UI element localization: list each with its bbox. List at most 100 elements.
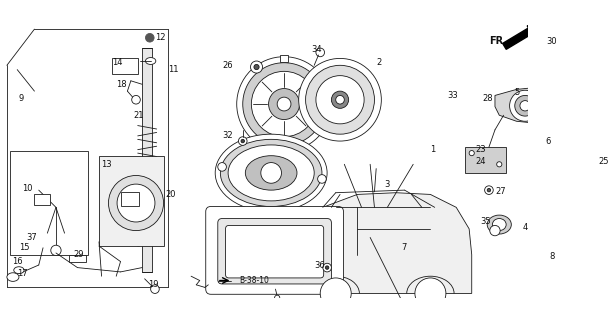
Circle shape: [251, 61, 262, 73]
Bar: [142, 48, 153, 272]
Circle shape: [151, 285, 159, 293]
Text: 25: 25: [598, 157, 609, 166]
Text: 6: 6: [545, 137, 550, 146]
Text: FR.: FR.: [489, 36, 507, 46]
Circle shape: [254, 64, 259, 70]
Bar: [112, 59, 138, 74]
Bar: [10, 151, 88, 255]
Ellipse shape: [220, 139, 322, 206]
Circle shape: [238, 137, 247, 145]
Text: 24: 24: [475, 157, 485, 166]
Circle shape: [306, 65, 375, 134]
Text: 27: 27: [496, 187, 506, 196]
Text: 34: 34: [311, 45, 322, 54]
Text: 3: 3: [385, 180, 390, 188]
Circle shape: [415, 278, 446, 309]
Circle shape: [535, 51, 538, 54]
Text: 35: 35: [481, 218, 491, 227]
Circle shape: [318, 175, 326, 183]
Circle shape: [600, 170, 611, 181]
Circle shape: [469, 150, 474, 156]
Text: 11: 11: [168, 65, 178, 74]
Text: 32: 32: [222, 132, 233, 140]
Circle shape: [299, 59, 381, 141]
Circle shape: [603, 174, 607, 177]
Ellipse shape: [487, 215, 511, 234]
Bar: [121, 192, 139, 206]
Polygon shape: [495, 87, 573, 124]
Circle shape: [589, 156, 592, 160]
FancyBboxPatch shape: [206, 206, 343, 294]
Circle shape: [332, 91, 349, 108]
Text: 13: 13: [102, 160, 112, 169]
Text: 33: 33: [447, 91, 459, 100]
Text: 36: 36: [314, 261, 325, 270]
Circle shape: [598, 132, 607, 140]
Circle shape: [237, 57, 332, 151]
Ellipse shape: [228, 145, 314, 201]
Text: 4: 4: [522, 223, 528, 232]
Polygon shape: [292, 193, 472, 293]
Ellipse shape: [7, 273, 19, 281]
Circle shape: [532, 48, 541, 57]
Circle shape: [145, 34, 154, 42]
Circle shape: [558, 133, 569, 144]
Circle shape: [251, 71, 317, 137]
Bar: [465, 147, 506, 173]
FancyBboxPatch shape: [226, 225, 324, 278]
Text: 19: 19: [148, 280, 159, 289]
Text: 17: 17: [17, 269, 28, 278]
Text: 28: 28: [482, 93, 493, 102]
Circle shape: [515, 95, 535, 116]
Bar: [280, 55, 288, 62]
Circle shape: [490, 225, 500, 236]
Circle shape: [241, 139, 245, 143]
Circle shape: [275, 295, 280, 300]
Circle shape: [585, 169, 594, 177]
Text: 30: 30: [547, 37, 557, 46]
Circle shape: [586, 154, 595, 163]
Ellipse shape: [215, 134, 327, 212]
Circle shape: [520, 100, 530, 111]
Text: 9: 9: [19, 93, 24, 102]
Circle shape: [243, 63, 326, 145]
Bar: [539, 212, 603, 230]
Circle shape: [117, 184, 155, 222]
Ellipse shape: [245, 156, 297, 190]
Circle shape: [316, 76, 364, 124]
Circle shape: [497, 162, 502, 167]
Text: 21: 21: [134, 111, 144, 120]
Text: 7: 7: [401, 243, 406, 252]
Circle shape: [51, 245, 61, 256]
Text: 15: 15: [19, 243, 29, 252]
Bar: [99, 156, 164, 246]
Ellipse shape: [145, 58, 156, 64]
Text: 37: 37: [26, 233, 37, 242]
Ellipse shape: [492, 219, 506, 231]
Text: 23: 23: [475, 145, 485, 154]
Text: 8: 8: [549, 252, 555, 261]
Circle shape: [323, 263, 332, 272]
Circle shape: [509, 90, 541, 121]
Text: 18: 18: [116, 80, 127, 89]
Circle shape: [336, 95, 345, 104]
Text: 14: 14: [112, 58, 123, 67]
Circle shape: [268, 89, 300, 120]
Circle shape: [326, 266, 329, 269]
Bar: [558, 124, 569, 131]
Circle shape: [109, 175, 164, 231]
Text: 20: 20: [166, 190, 176, 199]
Text: 12: 12: [155, 33, 166, 42]
FancyArrow shape: [503, 26, 538, 49]
Text: 10: 10: [23, 184, 33, 193]
Text: B-38-10: B-38-10: [239, 276, 269, 285]
Circle shape: [485, 186, 493, 195]
Circle shape: [316, 48, 324, 57]
Circle shape: [132, 95, 140, 104]
Circle shape: [320, 278, 351, 309]
Ellipse shape: [13, 267, 24, 274]
Bar: [539, 232, 571, 250]
Text: 26: 26: [222, 61, 233, 70]
Circle shape: [261, 163, 281, 183]
Circle shape: [487, 188, 490, 192]
